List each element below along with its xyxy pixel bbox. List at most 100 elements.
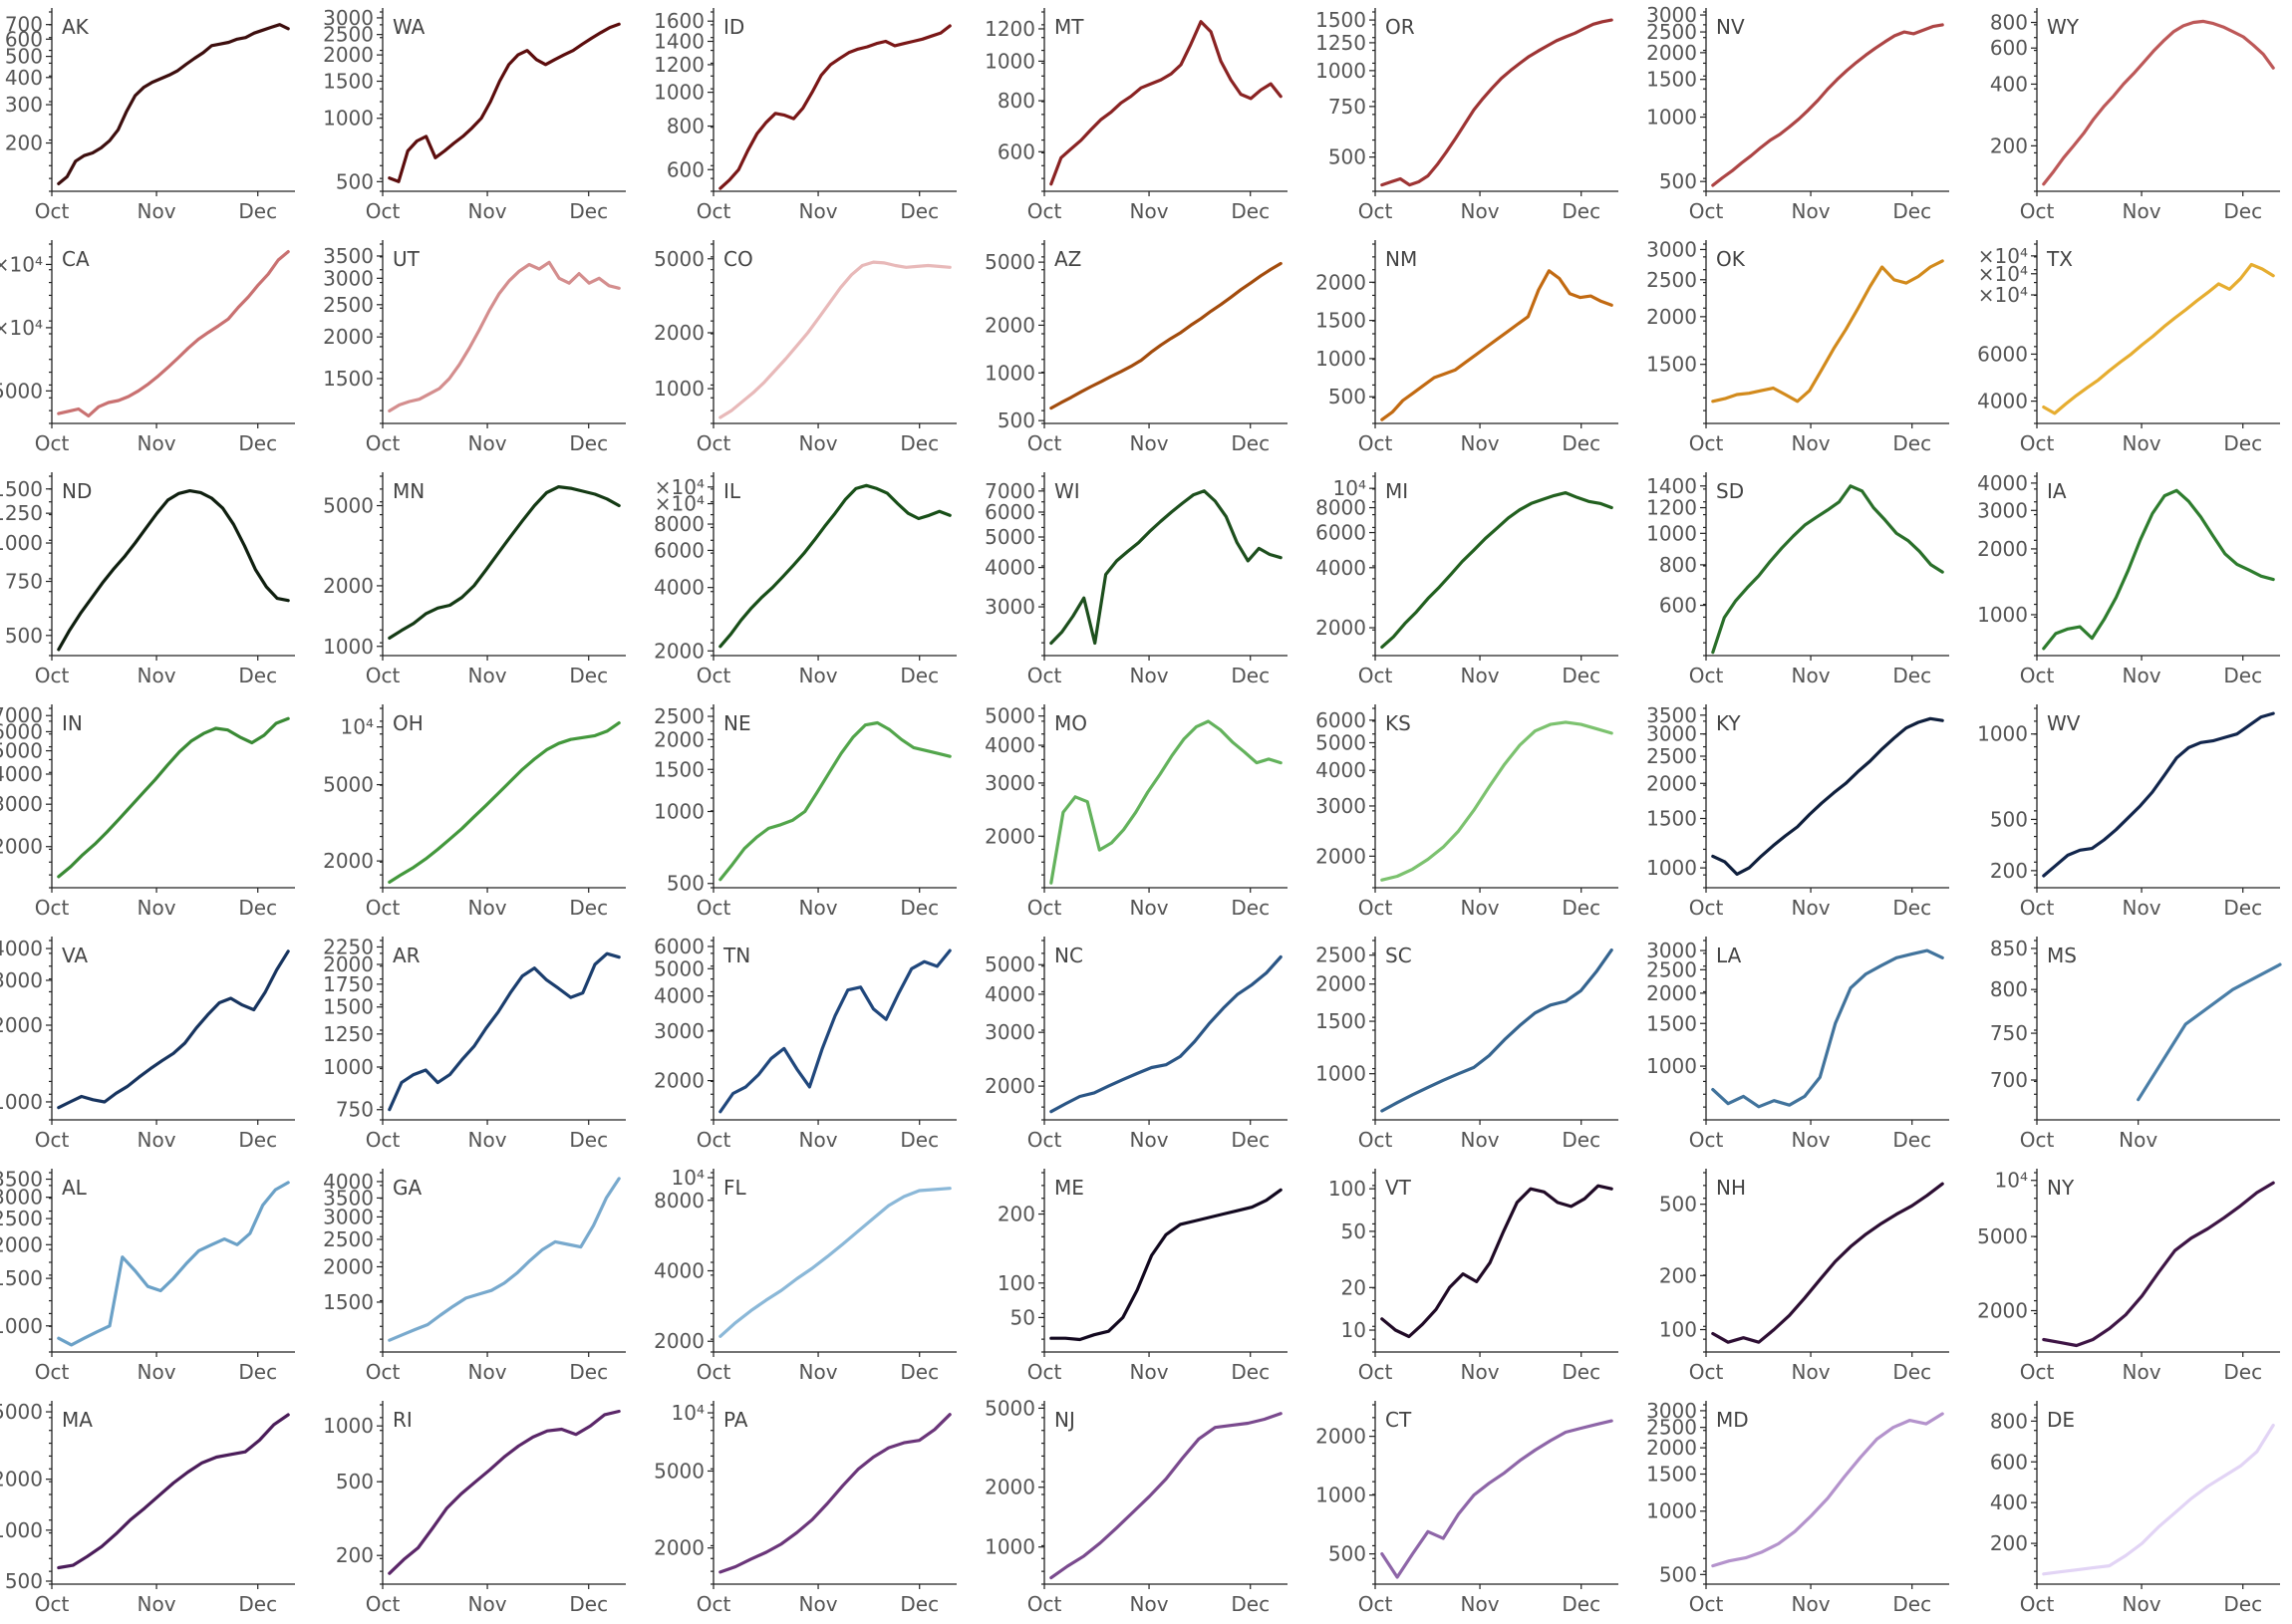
chart-svg-sc: 1000 1500 2000 2500 Oct Nov Dec SC (1315, 937, 1618, 1152)
series-line-nd (57, 489, 290, 652)
y-tick-label: 200 (1990, 134, 2028, 157)
y-tick-label: 1400 (1646, 474, 1697, 498)
y-tick-label: 1000 (1646, 106, 1697, 130)
y-tick-label: 2000 (1977, 537, 2028, 561)
chart-svg-ia: 1000 2000 3000 4000 Oct Nov Dec IA (1977, 471, 2280, 687)
x-tick-label: Oct (366, 664, 401, 687)
y-tick-label: 1750 (323, 972, 374, 996)
x-tick-label: Oct (1027, 199, 1062, 223)
state-label: SD (1716, 479, 1744, 503)
y-tick-label: ×10⁴ (0, 252, 43, 276)
y-tick-label: 1000 (0, 531, 43, 555)
x-tick-label: Dec (900, 1128, 939, 1152)
state-label: VT (1385, 1176, 1412, 1200)
x-tick-label: Nov (2119, 1128, 2157, 1152)
y-tick-label: 8000 (654, 512, 705, 536)
state-label: AZ (1054, 247, 1081, 271)
x-tick-label: Dec (900, 664, 939, 687)
x-tick-label: Nov (2123, 1360, 2161, 1384)
x-tick-label: Dec (1562, 1360, 1600, 1384)
x-tick-label: Nov (138, 1592, 176, 1616)
y-tick-label: 2000 (323, 1254, 374, 1278)
state-label: MO (1054, 711, 1087, 735)
chart-svg-pa: 2000 5000 10⁴ Oct Nov Dec PA (654, 1401, 957, 1616)
x-tick-label: Dec (900, 1592, 939, 1616)
chart-svg-nm: 500 1000 1500 2000 Oct Nov Dec NM (1315, 240, 1618, 455)
chart-panel-nc: 2000 3000 4000 5000 Oct Nov Dec NC (985, 929, 1321, 1160)
x-tick-label: Nov (1792, 431, 1831, 455)
state-label: TX (2046, 247, 2073, 271)
x-tick-label: Dec (569, 199, 608, 223)
series-line-ga (388, 1177, 621, 1342)
chart-panel-il: 2000 4000 6000 8000 ×10⁴ ×10⁴ Oct Nov Dec IL (654, 464, 991, 695)
y-tick-label: 1000 (1646, 1054, 1697, 1078)
y-tick-label: 2000 (1315, 616, 1366, 640)
chart-panel-wy: 200 400 600 800 Oct Nov Dec WY (1985, 0, 2292, 231)
series-line-al (57, 1181, 290, 1347)
chart-panel-nm: 500 1000 1500 2000 Oct Nov Dec NM (1315, 232, 1652, 463)
chart-panel-sd: 600 800 1000 1200 1400 Oct Nov Dec SD (1646, 464, 1983, 695)
chart-panel-or: 500 750 1000 1250 1500 Oct Nov Dec OR (1315, 0, 1652, 231)
y-tick-label: 2000 (1315, 844, 1366, 868)
series-line-ri (388, 1409, 621, 1575)
chart-panel-ar: 750 1000 1250 1500 1750 2000 2250 Oct Nov Dec AR (323, 929, 660, 1160)
y-tick-label: 5000 (654, 247, 705, 271)
y-tick-label: 4000 (0, 937, 43, 960)
y-tick-label: 1400 (654, 30, 705, 54)
x-tick-label: Dec (569, 1128, 608, 1152)
x-tick-label: Dec (1892, 896, 1931, 920)
x-tick-label: Nov (1461, 1128, 1500, 1152)
chart-panel-wv: 200 500 1000 Oct Nov Dec WV (1977, 696, 2292, 928)
series-line-mi (1380, 491, 1613, 649)
state-label: MI (1385, 479, 1408, 503)
chart-svg-ma: 500 1000 2000 5000 Oct Nov Dec MA (0, 1400, 295, 1616)
y-tick-label: 2000 (985, 313, 1035, 337)
y-tick-label: 5000 (985, 250, 1035, 274)
series-line-or (1380, 18, 1613, 187)
chart-svg-mo: 2000 3000 4000 5000 Oct Nov Dec MO (985, 704, 1288, 920)
x-tick-label: Nov (138, 896, 176, 920)
y-tick-label: 7000 (985, 479, 1035, 503)
y-tick-label: 500 (667, 872, 705, 896)
y-tick-label: 1250 (323, 1022, 374, 1046)
y-tick-label: 1000 (0, 1314, 43, 1338)
y-tick-label: 1500 (323, 995, 374, 1019)
y-tick-label: 1000 (1315, 1062, 1366, 1086)
x-tick-label: Nov (1792, 1128, 1831, 1152)
chart-svg-de: 200 400 600 800 Oct Nov Dec DE (1990, 1401, 2280, 1616)
chart-panel-sc: 1000 1500 2000 2500 Oct Nov Dec SC (1315, 929, 1652, 1160)
x-tick-label: Dec (1231, 1128, 1270, 1152)
y-tick-label: 1000 (1977, 722, 2028, 746)
series-line-nj (1049, 1412, 1283, 1580)
x-tick-label: Nov (2123, 199, 2161, 223)
series-line-ct (1380, 1419, 1613, 1579)
state-label: ID (723, 15, 744, 39)
x-tick-label: Dec (2223, 664, 2262, 687)
y-tick-label: 500 (5, 45, 43, 69)
series-line-ms (2137, 962, 2282, 1102)
y-tick-label: 3000 (323, 266, 374, 290)
state-label: LA (1716, 944, 1742, 967)
series-line-az (1049, 261, 1283, 410)
x-tick-label: Nov (138, 664, 176, 687)
x-tick-label: Dec (900, 199, 939, 223)
state-label: ND (62, 479, 92, 503)
x-tick-label: Dec (1231, 1360, 1270, 1384)
state-label: FL (723, 1176, 747, 1200)
x-tick-label: Dec (569, 431, 608, 455)
series-line-pa (718, 1413, 952, 1574)
x-tick-label: Oct (697, 896, 731, 920)
x-tick-label: Dec (1562, 1592, 1600, 1616)
y-tick-label: 3500 (323, 244, 374, 268)
chart-panel-ne: 500 1000 1500 2000 2500 Oct Nov Dec NE (654, 696, 991, 928)
y-tick-label: 1000 (985, 361, 1035, 385)
y-tick-label: 4000 (985, 982, 1035, 1006)
y-tick-label: 2500 (0, 1207, 43, 1230)
x-tick-label: Dec (1562, 431, 1600, 455)
y-tick-label: 3000 (1646, 3, 1697, 27)
series-line-vt (1380, 1184, 1613, 1339)
y-tick-label: 4000 (985, 556, 1035, 580)
